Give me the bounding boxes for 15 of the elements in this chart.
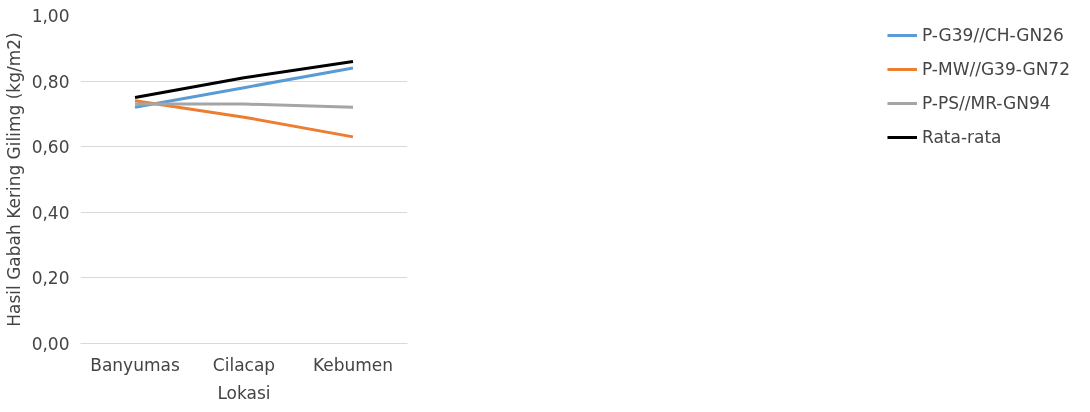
y-tick-label: 0,40 [31,202,70,223]
x-tick-label: Cilacap [212,354,276,375]
y-tick-label: 0,20 [31,268,70,289]
y-tick-label: 0,60 [31,137,70,158]
legend-label: Rata-rata [921,127,1002,147]
legend-label: P-MW//G39-GN72 [921,59,1070,79]
x-tick-label: Kebumen [312,354,394,375]
y-tick-label: 0,00 [31,334,70,354]
legend-label: P-PS//MR-GN94 [921,93,1051,113]
y-axis-title: Hasil Gabah Kering Gilimg (kg/m2) [3,32,24,327]
x-tick-label: Banyumas [90,354,180,375]
y-tick-label: 1,00 [31,6,70,26]
y-tick-label: 0,80 [31,71,70,92]
x-axis-title: Lokasi [217,382,271,403]
legend-label: P-G39//CH-GN26 [921,25,1064,45]
